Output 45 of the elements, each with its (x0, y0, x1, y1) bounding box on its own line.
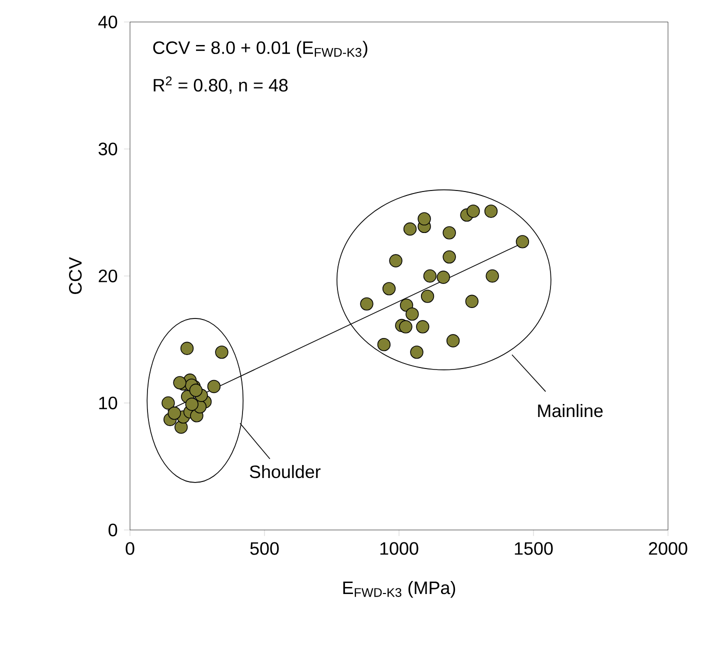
point (418, 212, 431, 226)
point (377, 338, 391, 352)
point (484, 204, 498, 218)
point (185, 398, 198, 411)
y-tick-label: 30 (98, 142, 118, 156)
annotation: Mainline (538, 404, 603, 418)
point (410, 346, 424, 359)
y-tick-label: 20 (98, 270, 118, 282)
point (403, 222, 417, 236)
x-tick-label: 1000 (380, 542, 418, 555)
x-tick-label: 0 (126, 542, 134, 555)
point (207, 380, 221, 394)
point (406, 307, 419, 321)
point (416, 320, 430, 334)
y-tick-label: 0 (108, 524, 118, 536)
x-tick-label: 1500 (514, 542, 553, 555)
point (162, 396, 175, 410)
point (360, 297, 374, 311)
point (180, 342, 194, 355)
point (215, 346, 228, 359)
point (446, 334, 460, 348)
y-tick-label: 10 (99, 396, 118, 410)
point (436, 270, 450, 284)
x-tick-label: 2000 (648, 542, 688, 555)
point (466, 204, 480, 218)
point (382, 282, 396, 296)
x-tick-label: 500 (250, 542, 279, 555)
point (420, 290, 434, 303)
x-axis-title: E$_{FWD-K3}$ (MPa) (343, 581, 456, 598)
point (442, 250, 456, 264)
point (442, 226, 456, 240)
point (423, 269, 437, 283)
y-tick-label: 40 (98, 16, 118, 28)
point (399, 320, 412, 334)
annotation: Shoulder (250, 464, 321, 478)
y-axis-title: CCV (69, 257, 82, 294)
point (516, 235, 530, 248)
point (486, 269, 499, 283)
point (173, 376, 186, 390)
point (465, 294, 479, 308)
annotation: R$^{2}$ = 0.80, n = 48 (154, 76, 288, 94)
point (389, 254, 402, 268)
point (168, 406, 181, 420)
annotation: CCV = 8.0 + 0.01 (E$_{FWD-K3}$) (153, 40, 368, 58)
point (189, 384, 203, 397)
